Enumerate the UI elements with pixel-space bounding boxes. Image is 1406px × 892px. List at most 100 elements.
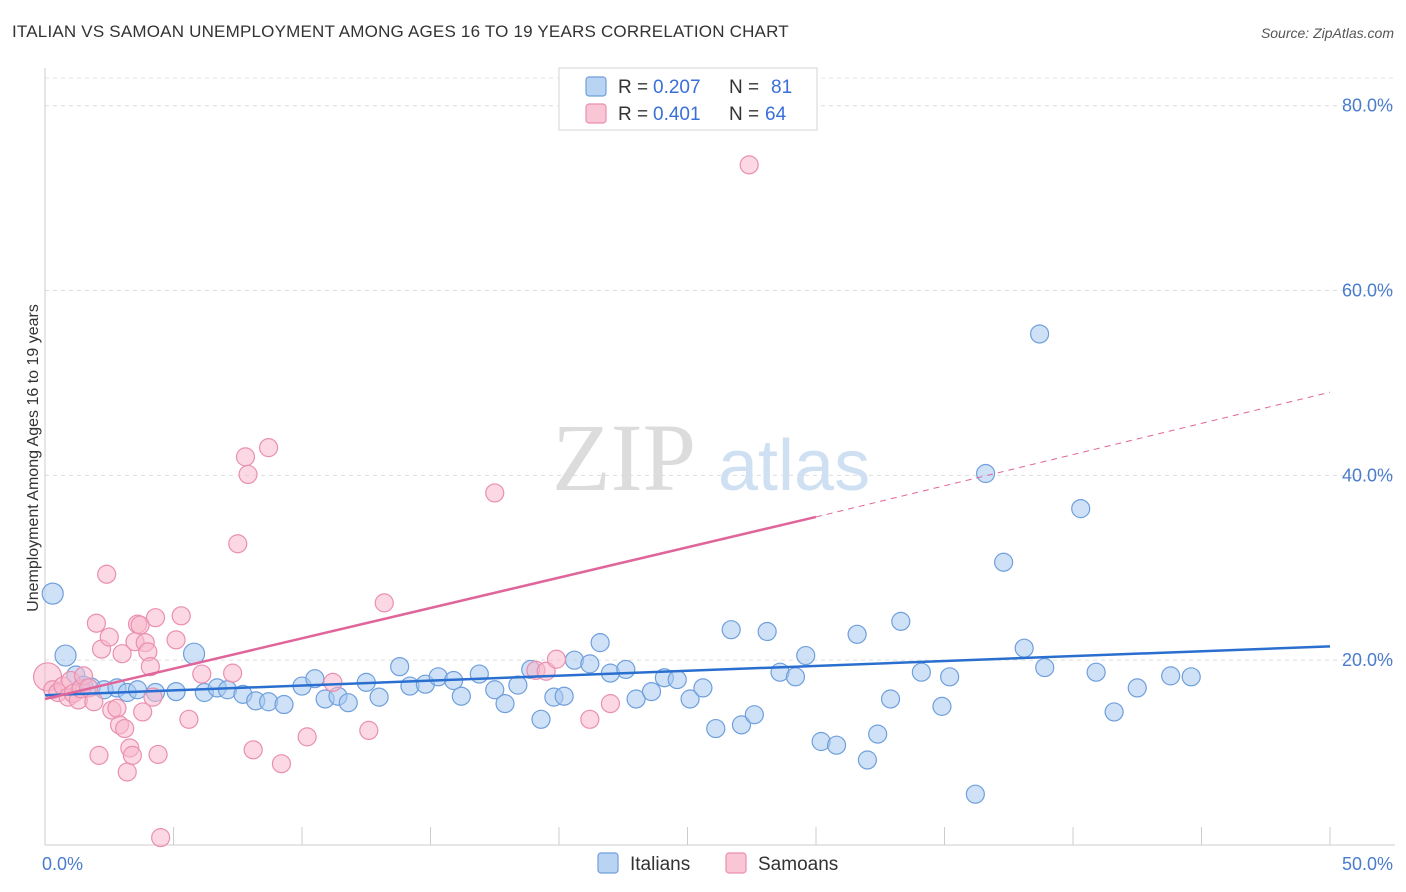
data-point (323, 672, 343, 692)
data-point (932, 696, 952, 716)
data-point (976, 463, 996, 484)
y-axis-label: Unemployment Among Ages 16 to 19 years (25, 304, 42, 612)
data-point (140, 657, 160, 677)
data-point (721, 620, 741, 640)
data-point (258, 438, 279, 458)
data-point (274, 694, 294, 715)
y-tick-label: 40.0% (1342, 465, 1393, 485)
data-point (868, 724, 888, 744)
data-point (1035, 657, 1055, 678)
legend-n-value: 81 (771, 77, 792, 98)
data-point (305, 669, 325, 689)
data-point (600, 694, 621, 714)
watermark-zip: ZIP (552, 404, 696, 511)
data-point (531, 709, 551, 729)
grid-lines (45, 77, 1395, 661)
data-point (469, 664, 489, 684)
legend-n-label: N = (729, 104, 759, 125)
data-point (857, 750, 878, 770)
x-tick-labels: 0.0% 50.0% (42, 854, 1393, 874)
data-point (145, 608, 166, 628)
data-point (1127, 678, 1147, 698)
data-point (97, 564, 117, 584)
data-point (1104, 702, 1124, 722)
data-point (112, 644, 132, 664)
data-point (1014, 638, 1034, 658)
data-point (192, 664, 212, 684)
data-point (41, 582, 64, 605)
y-tick-label: 80.0% (1342, 96, 1393, 116)
legend-r-value: 0.401 (653, 104, 701, 125)
legend-swatch-samoans (725, 852, 747, 874)
data-point (785, 667, 806, 687)
data-point (485, 680, 505, 700)
data-point (508, 675, 528, 695)
data-point (451, 686, 471, 706)
data-point (891, 611, 911, 631)
data-point (130, 615, 150, 635)
data-point (171, 606, 191, 626)
watermark-atlas: atlas (718, 426, 870, 506)
x-tick-label: 50.0% (1342, 854, 1393, 874)
data-point (616, 659, 636, 680)
axes (44, 68, 1395, 846)
data-point (54, 644, 77, 667)
data-point (706, 718, 726, 739)
legend-swatch-samoans (585, 103, 607, 124)
x-tick-label: 0.0% (42, 854, 83, 874)
data-point (940, 667, 960, 687)
legend-swatch-italians (585, 76, 607, 97)
data-point (1071, 499, 1091, 519)
data-point (89, 745, 109, 765)
data-point (994, 552, 1014, 572)
legend-bottom: Italians Samoans (597, 852, 838, 875)
chart-title: ITALIAN VS SAMOAN UNEMPLOYMENT AMONG AGE… (12, 22, 789, 41)
legend-swatch-italians (597, 852, 619, 874)
series-italians (41, 324, 1201, 804)
source-label: Source: ZipAtlas.com (1260, 25, 1394, 41)
data-point (107, 698, 127, 718)
data-point (117, 762, 137, 782)
data-point (235, 447, 256, 467)
trend-lines (44, 391, 1331, 701)
data-point (122, 745, 142, 765)
data-point (880, 689, 901, 709)
data-point (693, 678, 713, 698)
data-point (99, 627, 119, 647)
data-point (580, 654, 600, 674)
y-tick-labels: 20.0% 40.0% 60.0% 80.0% (1342, 96, 1393, 670)
data-point (359, 720, 379, 741)
legend-n-value: 64 (765, 104, 787, 125)
data-points (32, 155, 1201, 848)
data-point (796, 645, 816, 666)
data-point (626, 689, 646, 709)
data-point (338, 693, 358, 713)
data-point (115, 718, 135, 739)
legend-r-value: 0.207 (653, 77, 701, 98)
legend-label-samoans: Samoans (758, 854, 838, 875)
data-point (667, 669, 687, 690)
legend-r-label: R = (618, 77, 648, 98)
watermark: ZIP atlas (552, 404, 870, 511)
data-point (133, 702, 153, 722)
data-point (151, 828, 171, 848)
data-point (228, 534, 248, 554)
data-point (847, 624, 867, 644)
y-tick-label: 60.0% (1342, 281, 1393, 301)
data-point (238, 464, 258, 485)
data-point (580, 709, 600, 729)
data-point (680, 689, 700, 709)
trend-line-italians (44, 645, 1331, 697)
data-point (390, 657, 410, 677)
data-point (495, 694, 515, 714)
data-point (297, 727, 317, 747)
legend-r-label: R = (618, 104, 648, 125)
data-point (374, 593, 394, 613)
data-point (271, 754, 292, 774)
data-point (546, 649, 567, 669)
data-point (84, 692, 104, 712)
legend-label-italians: Italians (630, 854, 690, 875)
data-point (243, 740, 263, 760)
data-point (166, 630, 186, 650)
